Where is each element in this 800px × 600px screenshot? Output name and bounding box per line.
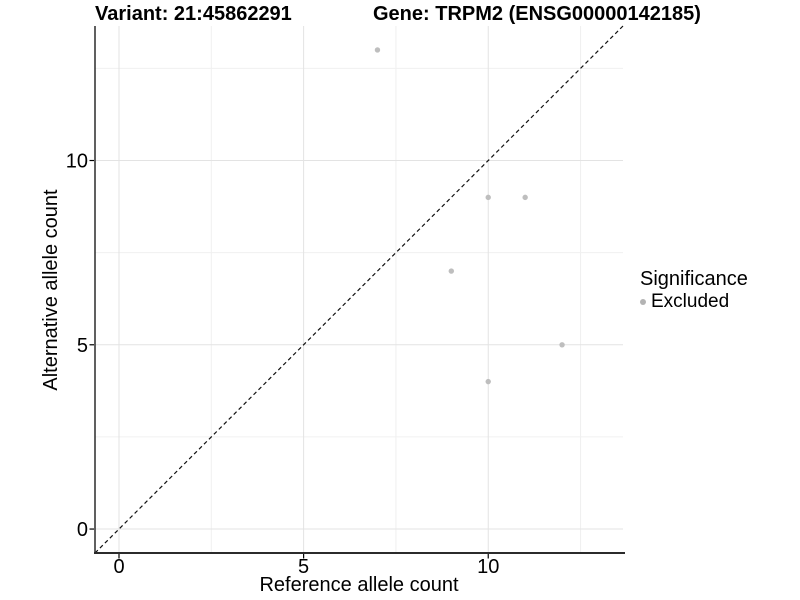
y-tick-label: 0	[77, 519, 88, 541]
x-tick-label: 10	[477, 556, 499, 578]
data-point	[559, 342, 565, 348]
data-point	[448, 268, 455, 274]
data-point	[374, 47, 381, 53]
data-point	[485, 378, 491, 385]
data-point	[485, 194, 491, 201]
excluded-point-icon	[640, 299, 646, 305]
legend: Significance Excluded	[640, 268, 748, 313]
y-tick-label: 5	[77, 335, 88, 357]
x-tick-label: 5	[298, 556, 309, 578]
y-axis-title: Alternative allele count	[40, 189, 62, 391]
x-tick-label: 0	[113, 556, 124, 578]
x-axis-title: Reference allele count	[259, 574, 459, 596]
legend-title: Significance	[640, 268, 748, 290]
legend-item-label: Excluded	[651, 291, 730, 312]
identity-line	[94, 25, 624, 554]
y-tick-label: 10	[66, 151, 88, 173]
data-point	[522, 194, 528, 201]
gene-title: Gene: TRPM2 (ENSG00000142185)	[373, 3, 701, 25]
legend-item-excluded: Excluded	[640, 291, 748, 313]
variant-title: Variant: 21:45862291	[95, 3, 292, 25]
